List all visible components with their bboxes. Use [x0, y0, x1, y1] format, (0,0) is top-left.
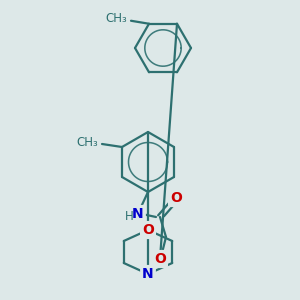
Text: O: O [154, 252, 166, 266]
Text: O: O [142, 223, 154, 237]
Text: O: O [170, 191, 182, 205]
Text: H: H [124, 211, 134, 224]
Text: N: N [132, 207, 144, 221]
Text: CH₃: CH₃ [105, 12, 127, 25]
Text: N: N [142, 267, 154, 281]
Text: CH₃: CH₃ [76, 136, 98, 148]
